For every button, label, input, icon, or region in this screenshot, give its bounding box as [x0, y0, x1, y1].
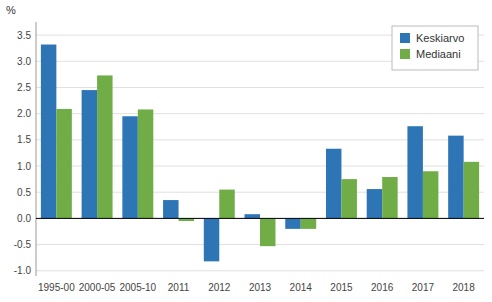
legend-swatch: [400, 49, 410, 59]
bar: [41, 45, 56, 219]
x-tick-label: 2016: [371, 282, 394, 293]
bar: [407, 126, 422, 218]
y-tick-label: 0.5: [17, 187, 31, 198]
y-axis-line: [36, 22, 37, 276]
x-tick-label: 2000-05: [79, 282, 116, 293]
bar: [382, 177, 397, 218]
bar: [163, 200, 178, 218]
x-tick-label: 2014: [290, 282, 313, 293]
y-tick-label: -0.5: [14, 239, 32, 250]
x-tick-label: 2015: [330, 282, 353, 293]
bar: [448, 136, 463, 219]
chart: -1.0 -0.5 0.0 0.5 1.0 1.5 2.0 2.5 3.0 3.5% 1995-00…: [0, 0, 492, 302]
bar: [97, 75, 112, 218]
y-tick-label: 2.0: [17, 108, 31, 119]
y-tick-label: -1.0: [14, 265, 32, 276]
y-tick-label: 0.0: [17, 213, 31, 224]
bar: [122, 116, 137, 218]
bar: [56, 109, 71, 218]
y-tick-label: 1.5: [17, 134, 31, 145]
y-tick-label: 3.0: [17, 56, 31, 67]
legend-frame: [392, 26, 478, 70]
bar: [326, 149, 341, 219]
x-tick-label: 2018: [453, 282, 476, 293]
bars: [41, 45, 479, 262]
y-tick-label: 1.0: [17, 161, 31, 172]
legend-label: Mediaani: [416, 48, 461, 60]
x-tick-label: 2013: [249, 282, 272, 293]
bar: [367, 189, 382, 218]
y-tick-label: 3.5: [17, 30, 31, 41]
x-tick-label: 2012: [208, 282, 231, 293]
zero-line: [36, 218, 484, 219]
bar: [245, 214, 260, 218]
legend: Keskiarvo Mediaani: [392, 26, 478, 70]
y-axis-label: %: [6, 4, 16, 16]
bar: [423, 171, 438, 218]
bar: [219, 190, 234, 219]
grid-line: [36, 218, 484, 219]
bar: [138, 109, 153, 218]
legend-swatch: [400, 33, 410, 43]
bar: [82, 90, 97, 218]
x-tick-label: 1995-00: [38, 282, 75, 293]
x-tick-label: 2011: [168, 282, 190, 293]
bar: [204, 218, 219, 261]
legend-label: Keskiarvo: [416, 32, 464, 44]
x-tick-label: 2017: [412, 282, 435, 293]
x-tick-label: 2005-10: [119, 282, 156, 293]
bar: [301, 218, 316, 228]
bar: [464, 162, 479, 219]
y-tick-label: 2.5: [17, 82, 31, 93]
bar: [341, 179, 356, 218]
bar: [260, 218, 275, 246]
bar: [285, 218, 300, 228]
grid-line: [36, 270, 484, 271]
